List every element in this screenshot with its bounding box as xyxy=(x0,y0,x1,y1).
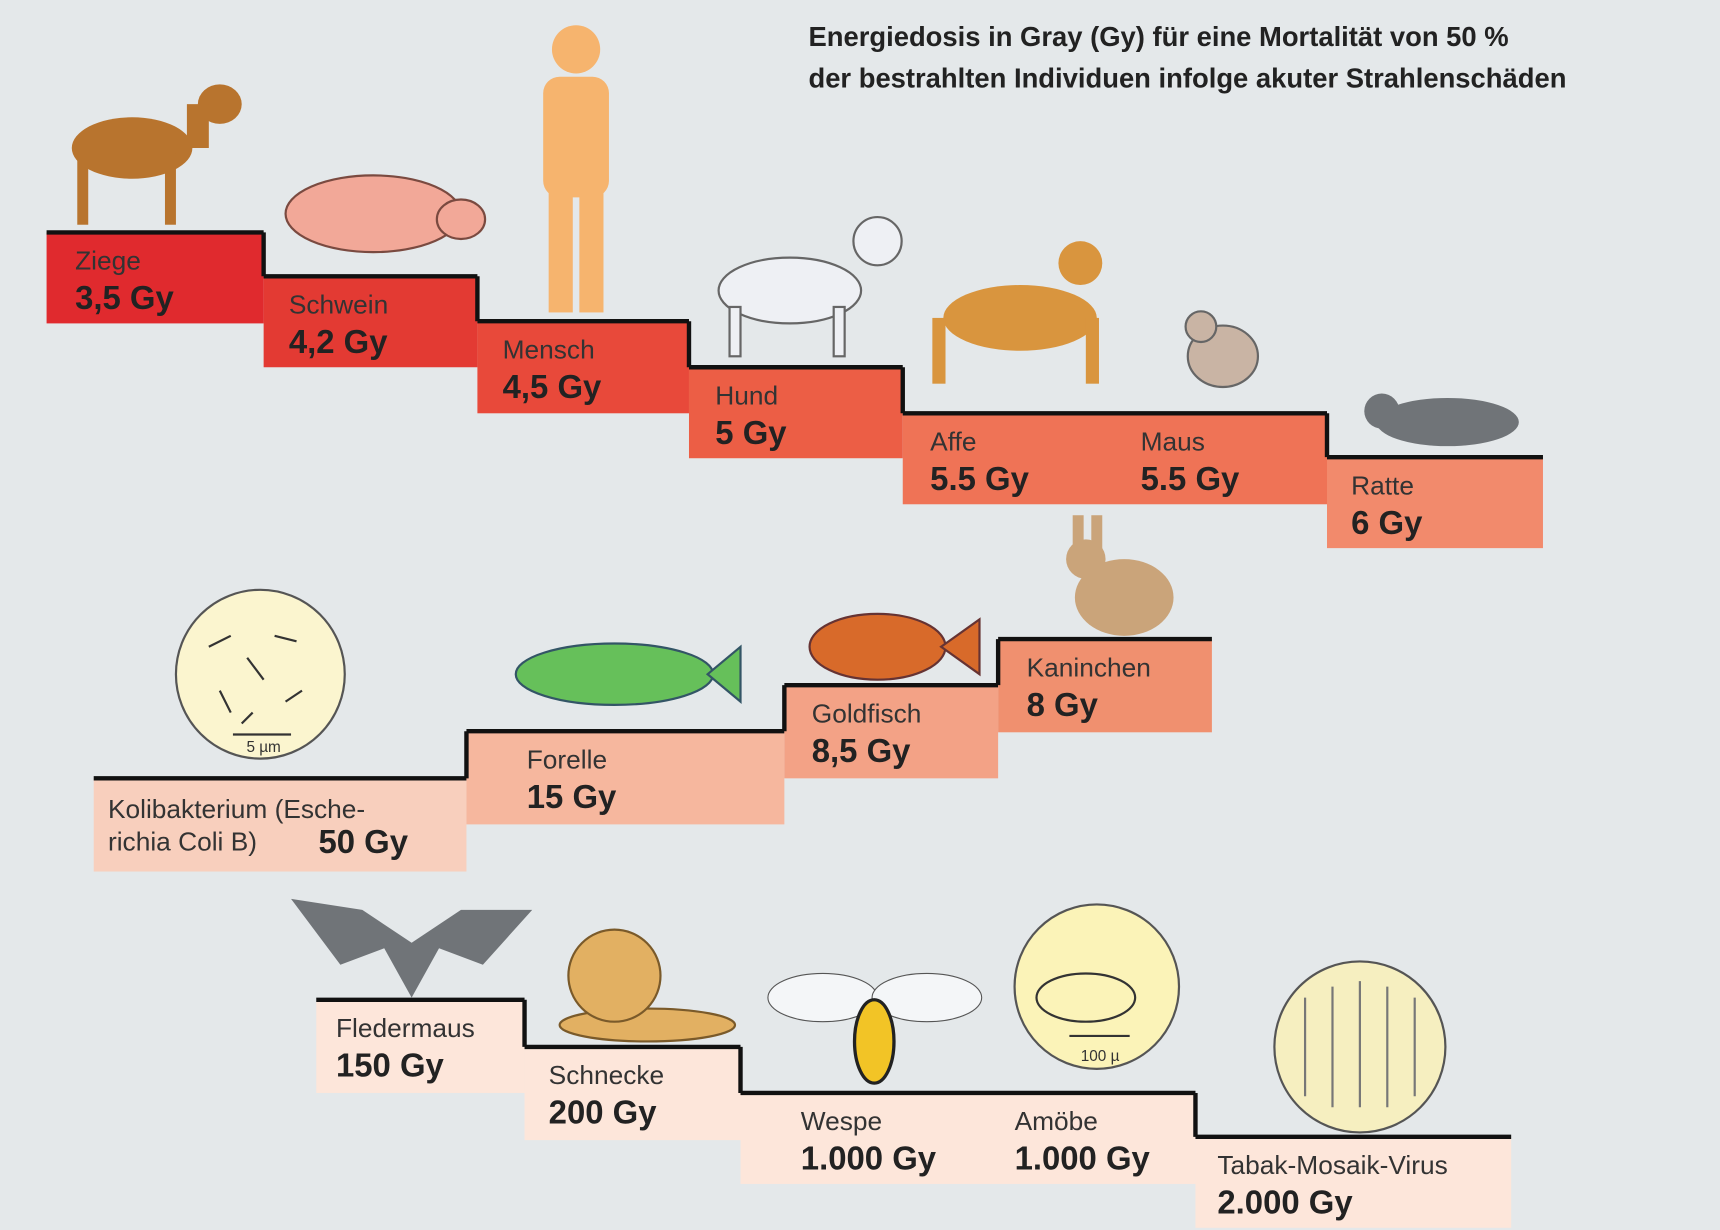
amoeba-icon xyxy=(1015,904,1179,1068)
dose-label: 8,5 Gy xyxy=(812,732,911,769)
dose-label: 3,5 Gy xyxy=(75,279,174,316)
dose-label: 200 Gy xyxy=(549,1094,658,1131)
dose-label: 5.5 Gy xyxy=(1141,460,1240,497)
dose-label: 50 Gy xyxy=(318,823,408,860)
dose-label: 8 Gy xyxy=(1027,686,1099,723)
dose-label: 1.000 Gy xyxy=(1015,1140,1151,1177)
infographic: Ziege3,5 Gy Schwein4,2 Gy Mensch 4,5 Gy Hund… xyxy=(0,0,1720,1230)
animal-name: Affe xyxy=(930,427,976,457)
step-box xyxy=(94,778,467,871)
icon-label: 100 µ xyxy=(1081,1048,1120,1065)
animal-name: Amöbe xyxy=(1015,1106,1098,1136)
animal-name: Ratte xyxy=(1351,470,1414,500)
animal-name: Schnecke xyxy=(549,1060,665,1090)
dose-label: 150 Gy xyxy=(336,1047,445,1084)
animal-name: richia Coli B) xyxy=(108,827,257,857)
dose-label: 5 Gy xyxy=(715,414,787,451)
animal-name: Hund xyxy=(715,381,778,411)
virus-icon xyxy=(1274,961,1445,1132)
animal-name: Ziege xyxy=(75,246,141,276)
dose-label: 2.000 Gy xyxy=(1217,1184,1353,1221)
animal-name: Maus xyxy=(1141,427,1205,457)
animal-name: Goldfisch xyxy=(812,698,922,728)
animal-name: Kaninchen xyxy=(1027,652,1151,682)
animal-name: Schwein xyxy=(289,290,388,320)
step-box xyxy=(466,731,784,824)
title-line: der bestrahlten Individuen infolge akute… xyxy=(808,63,1566,94)
animal-name: Fledermaus xyxy=(336,1013,475,1043)
dose-label: 4,2 Gy xyxy=(289,323,388,360)
dose-label: 6 Gy xyxy=(1351,504,1423,541)
animal-name: Forelle xyxy=(527,744,607,774)
bacterium-icon xyxy=(176,590,345,759)
animal-name: Wespe xyxy=(801,1106,882,1136)
dose-label: 1.000 Gy xyxy=(801,1140,937,1177)
dose-label: 5.5 Gy xyxy=(930,460,1029,497)
animal-name: Kolibakterium (Esche- xyxy=(108,794,365,824)
icon-label: 5 µm xyxy=(246,739,280,756)
animal-name: Mensch xyxy=(503,334,595,364)
title-line: Energiedosis in Gray (Gy) für eine Morta… xyxy=(808,21,1508,52)
page: Ziege3,5 Gy Schwein4,2 Gy Mensch 4,5 Gy Hund… xyxy=(0,0,1720,1230)
animal-name: Tabak-Mosaik-Virus xyxy=(1217,1150,1447,1180)
dose-label: 15 Gy xyxy=(527,778,617,815)
dose-label: 4,5 Gy xyxy=(503,368,602,405)
